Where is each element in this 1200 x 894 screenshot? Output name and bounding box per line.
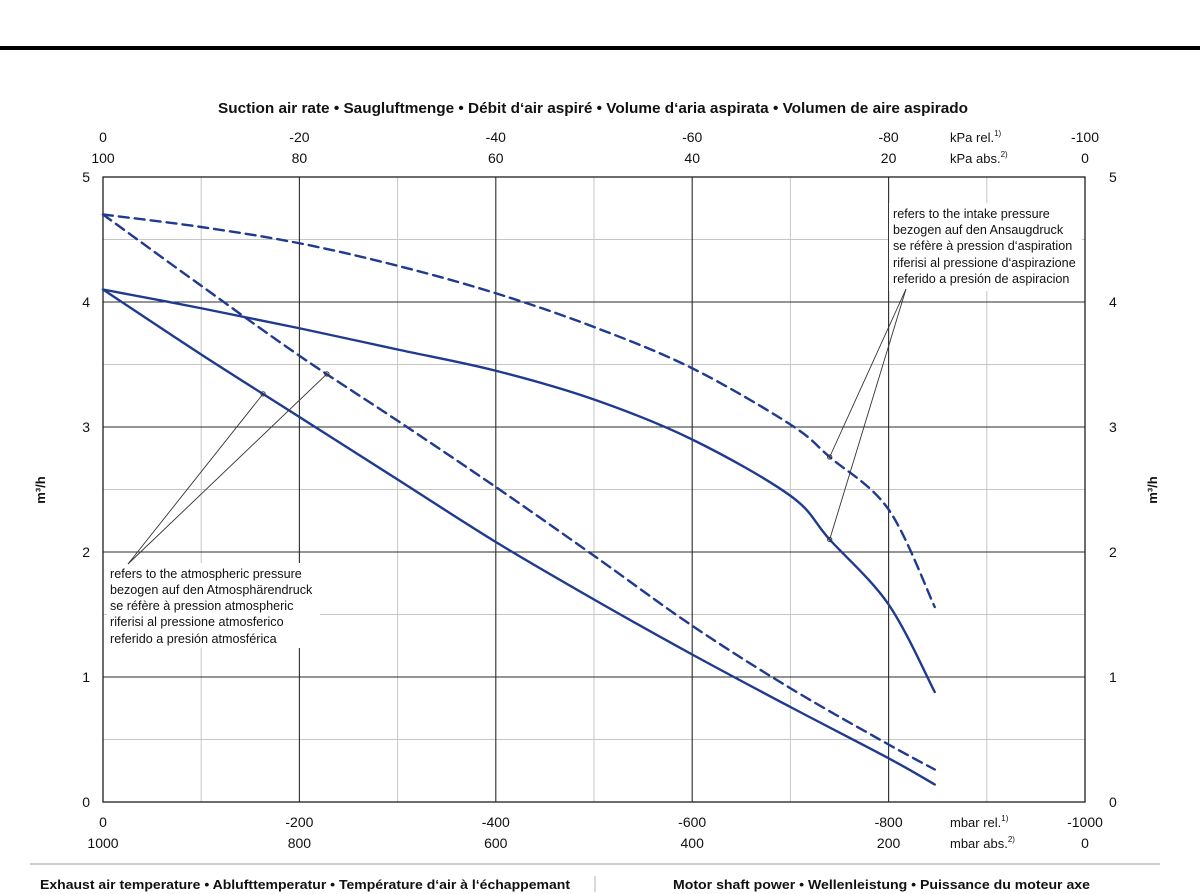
intake-note-line: refers to the intake pressure — [893, 207, 1050, 221]
y-axis-right-tick: 4 — [1109, 294, 1117, 310]
top-axis-kpa-abs-tick: 0 — [1081, 150, 1089, 166]
top-axis-kpa-abs-tick: 60 — [488, 150, 504, 166]
atmospheric-note-line: referido a presión atmosférica — [110, 632, 277, 646]
series-line-0-solid — [101, 288, 936, 694]
intake-leader-dashed-marker — [827, 454, 833, 460]
intake-note-line: riferisi al pressione d‘aspirazione — [893, 256, 1076, 270]
top-axis-unit-abs-text: kPa abs. — [950, 151, 1001, 166]
y-axis-right-tick: 0 — [1109, 794, 1117, 810]
top-axis-unit-rel-note: 1) — [994, 129, 1001, 138]
bottom-axis-unit-abs-text: mbar abs. — [950, 836, 1008, 851]
bottom-axis-unit-rel-note: 1) — [1001, 814, 1008, 823]
y-axis-right-tick: 5 — [1109, 169, 1117, 185]
y-axis-title-right: m³/h — [1145, 476, 1160, 504]
bottom-axis-mbar-abs-tick: 1000 — [87, 835, 118, 851]
bottom-axis-unit-abs: mbar abs.2) — [950, 835, 1015, 851]
bottom-axis-mbar-abs-tick: 400 — [681, 835, 705, 851]
top-axis-unit-rel-text: kPa rel. — [950, 130, 994, 145]
bottom-axis-mbar-abs-tick: 800 — [288, 835, 312, 851]
top-axis-kpa-rel-tick: -40 — [486, 129, 506, 145]
bottom-axis-unit-rel: mbar rel.1) — [950, 814, 1009, 830]
atmospheric-leader-dashed-marker — [324, 371, 330, 377]
y-axis-left-tick: 1 — [82, 669, 90, 685]
bottom-axis-mbar-rel-tick: -800 — [875, 814, 903, 830]
plot-grid — [103, 177, 1085, 802]
intake-pressure-note: refers to the intake pressure bezogen au… — [893, 207, 1076, 286]
top-axis-kpa-rel-tick: -100 — [1071, 129, 1099, 145]
top-axis-kpa-abs-tick: 100 — [91, 150, 115, 166]
y-axis-left-tick: 5 — [82, 169, 90, 185]
atmospheric-pressure-note: refers to the atmospheric pressure bezog… — [110, 567, 313, 646]
atmospheric-note-line: riferisi al pressione atmosferico — [110, 615, 284, 629]
top-axis-kpa-abs-tick: 20 — [881, 150, 897, 166]
top-axis-kpa-rel-tick: -60 — [682, 129, 702, 145]
bottom-axis-mbar-rel-tick: -200 — [285, 814, 313, 830]
plot-border — [102, 176, 1086, 803]
bottom-axis-mbar-rel-tick: -1000 — [1067, 814, 1103, 830]
bottom-axis-mbar-rel-tick: 0 — [99, 814, 107, 830]
bottom-axis-mbar-rel-tick: -600 — [678, 814, 706, 830]
top-rule — [0, 46, 1200, 50]
series-line-3-solid — [101, 288, 936, 786]
bottom-axis-mbar-abs-tick: 200 — [877, 835, 901, 851]
atmospheric-note-line: se réfère à pression atmospheric — [110, 599, 293, 613]
top-axis-unit-rel: kPa rel.1) — [950, 129, 1002, 145]
atmospheric-leader-solid-marker — [260, 391, 266, 397]
y-axis-right-tick: 2 — [1109, 544, 1117, 560]
footer-heading-motor-shaft-power: Motor shaft power • Wellenleistung • Pui… — [673, 877, 1090, 892]
series-line-2-dashed — [101, 213, 936, 771]
y-axis-right-tick: 1 — [1109, 669, 1117, 685]
atmospheric-note-line: refers to the atmospheric pressure — [110, 567, 302, 581]
bottom-axis-mbar-abs-tick: 600 — [484, 835, 508, 851]
chart-title: Suction air rate • Saugluftmenge • Débit… — [218, 101, 968, 117]
top-axis-kpa-rel-tick: -80 — [878, 129, 898, 145]
intake-leader-solid — [829, 288, 907, 540]
y-axis-left-tick: 2 — [82, 544, 90, 560]
top-axis-kpa-abs-tick: 40 — [684, 150, 700, 166]
y-axis-left-tick: 3 — [82, 419, 90, 435]
bottom-axis-unit-abs-note: 2) — [1008, 835, 1015, 844]
top-axis-unit-abs-note: 2) — [1001, 150, 1008, 159]
atmospheric-note-line: bezogen auf den Atmosphärendruck — [110, 583, 313, 597]
y-axis-right-tick: 3 — [1109, 419, 1117, 435]
bottom-axis-mbar-rel-tick: -400 — [482, 814, 510, 830]
series-line-1-dashed — [101, 213, 936, 609]
y-axis-left-tick: 0 — [82, 794, 90, 810]
intake-note-box — [889, 203, 1082, 291]
y-axis-title-left: m³/h — [33, 476, 48, 504]
top-axis-kpa-abs-tick: 80 — [292, 150, 308, 166]
y-axis-left-tick: 4 — [82, 294, 90, 310]
top-axis-kpa-rel-tick: 0 — [99, 129, 107, 145]
atmospheric-leader-solid — [127, 393, 264, 565]
intake-leader-solid-marker — [827, 536, 833, 543]
atmospheric-note-box — [107, 563, 320, 648]
intake-note-line: referido a presión de aspiracion — [893, 272, 1069, 286]
intake-note-line: bezogen auf den Ansaugdruck — [893, 223, 1064, 237]
bottom-axis-unit-rel-text: mbar rel. — [950, 815, 1001, 830]
annotation-leaders — [127, 288, 907, 565]
bottom-axis-mbar-abs-tick: 0 — [1081, 835, 1089, 851]
series-layer — [101, 213, 936, 786]
top-axis-kpa-rel-tick: -20 — [289, 129, 309, 145]
atmospheric-leader-dashed — [127, 373, 328, 565]
top-axis-unit-abs: kPa abs.2) — [950, 150, 1008, 166]
intake-note-line: se réfère à pression d‘aspiration — [893, 239, 1072, 253]
intake-leader-dashed — [829, 288, 907, 458]
footer-heading-exhaust-temperature: Exhaust air temperature • Ablufttemperat… — [40, 877, 571, 892]
